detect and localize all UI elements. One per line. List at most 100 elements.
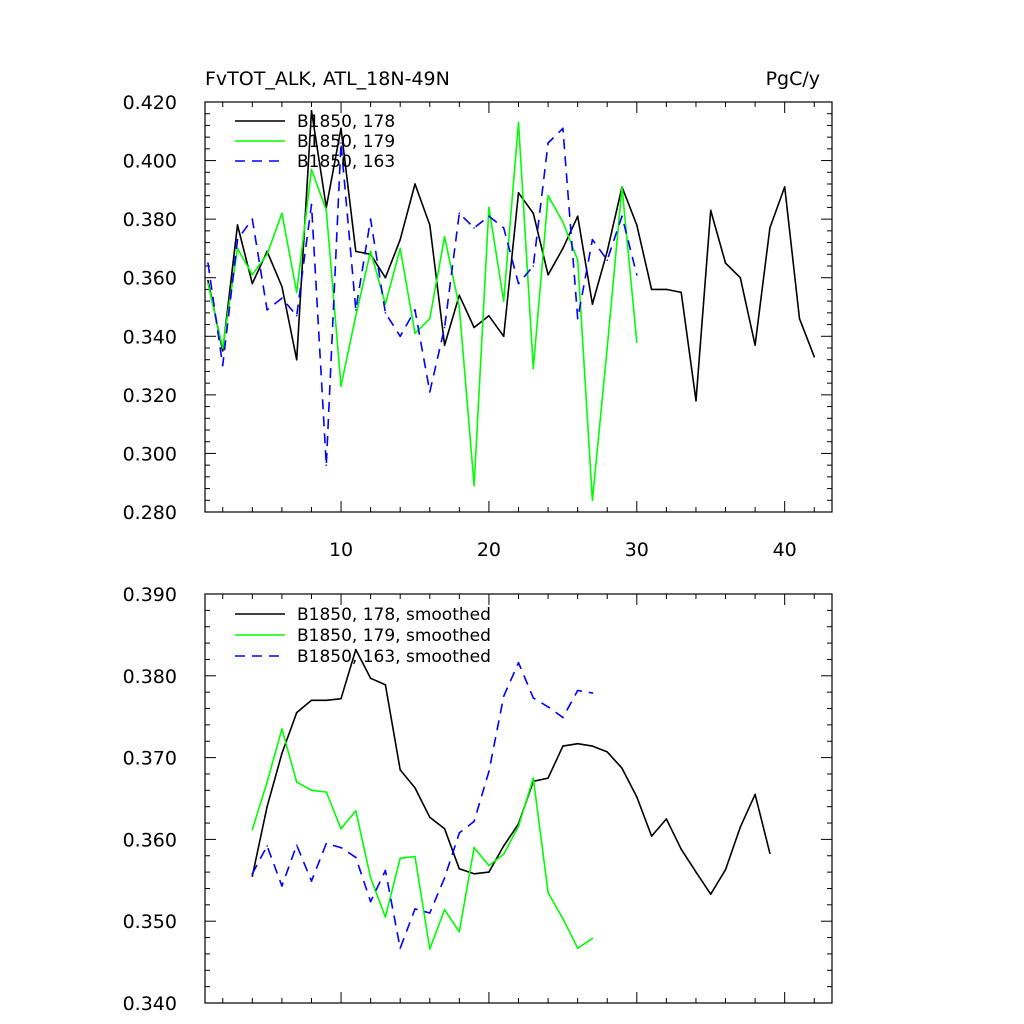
data-point bbox=[665, 288, 668, 291]
y-tick-label: 0.380 bbox=[123, 666, 177, 688]
data-point bbox=[488, 864, 490, 867]
data-point bbox=[576, 689, 579, 692]
data-point bbox=[414, 908, 416, 910]
data-point bbox=[295, 711, 298, 714]
data-point bbox=[251, 872, 254, 875]
data-point bbox=[591, 692, 594, 694]
series-line-1 bbox=[251, 728, 593, 950]
y-tick-label: 0.360 bbox=[123, 268, 177, 290]
data-point bbox=[428, 912, 431, 914]
data-point bbox=[207, 262, 209, 264]
data-point bbox=[340, 697, 342, 700]
top-panel-raw: 10 20 30 40 0.280 0.300 0.320 0.340 0.360 0.380 0.… bbox=[123, 68, 833, 561]
data-point bbox=[458, 294, 461, 297]
y-tick-label: 0.390 bbox=[123, 584, 177, 606]
data-point bbox=[562, 745, 564, 747]
legend-label: B1850, 179 bbox=[297, 132, 395, 152]
data-point bbox=[576, 742, 579, 745]
chart-title: FvTOT_ALK, ATL_18N-49N bbox=[205, 68, 450, 90]
data-point bbox=[266, 253, 268, 256]
data-point bbox=[310, 880, 313, 882]
data-point bbox=[281, 728, 283, 730]
data-point bbox=[488, 871, 490, 873]
data-point bbox=[340, 827, 342, 830]
data-point bbox=[473, 326, 475, 329]
data-point bbox=[221, 350, 224, 352]
y-tick-label: 0.360 bbox=[123, 829, 177, 851]
data-point bbox=[281, 285, 283, 288]
data-point bbox=[636, 341, 638, 343]
data-point bbox=[295, 314, 298, 317]
data-point bbox=[399, 247, 401, 250]
data-point bbox=[650, 835, 653, 837]
data-point bbox=[547, 142, 549, 144]
data-point bbox=[547, 194, 549, 197]
data-point bbox=[562, 221, 564, 223]
data-point bbox=[340, 127, 342, 130]
y-tick-label: 0.340 bbox=[123, 993, 177, 1015]
data-point bbox=[458, 306, 461, 308]
data-point bbox=[502, 227, 505, 229]
data-point bbox=[488, 314, 490, 317]
data-point bbox=[340, 142, 342, 144]
data-point bbox=[384, 312, 387, 314]
data-point bbox=[783, 186, 786, 188]
data-point bbox=[591, 303, 594, 305]
data-point bbox=[576, 259, 579, 261]
series-line-1 bbox=[207, 121, 638, 502]
data-point bbox=[502, 695, 505, 698]
data-point bbox=[591, 937, 594, 940]
data-point bbox=[532, 777, 535, 779]
data-point bbox=[502, 335, 505, 338]
data-point bbox=[414, 309, 416, 311]
data-point bbox=[562, 716, 564, 719]
y-tick-label: 0.370 bbox=[123, 748, 177, 770]
data-point bbox=[606, 259, 609, 261]
data-point bbox=[399, 335, 401, 338]
data-point bbox=[207, 282, 209, 285]
data-point bbox=[384, 869, 387, 872]
data-point bbox=[488, 770, 490, 773]
data-point bbox=[754, 793, 756, 796]
series-line-0 bbox=[207, 110, 816, 402]
data-point bbox=[281, 752, 283, 755]
data-point bbox=[680, 848, 682, 851]
data-point bbox=[473, 484, 475, 487]
data-point bbox=[414, 332, 416, 335]
data-point bbox=[325, 791, 328, 793]
data-point bbox=[251, 875, 254, 878]
data-point bbox=[473, 227, 475, 229]
data-point bbox=[547, 273, 549, 276]
data-point bbox=[399, 238, 401, 241]
data-point bbox=[369, 218, 372, 220]
data-point bbox=[576, 317, 579, 320]
y-tick-label: 0.350 bbox=[123, 911, 177, 933]
data-point bbox=[813, 355, 816, 358]
data-point bbox=[266, 781, 268, 783]
data-point bbox=[665, 818, 668, 820]
data-point bbox=[414, 183, 416, 185]
data-point bbox=[266, 309, 268, 311]
data-point bbox=[650, 288, 653, 291]
data-point bbox=[369, 900, 372, 903]
data-point bbox=[369, 250, 372, 253]
data-point bbox=[517, 282, 520, 285]
data-point bbox=[310, 168, 313, 171]
y-tick-label: 0.420 bbox=[123, 92, 177, 114]
data-point bbox=[754, 344, 756, 346]
units-label: PgC/y bbox=[766, 68, 820, 90]
x-tick-label: 30 bbox=[625, 539, 649, 561]
data-point bbox=[591, 499, 594, 502]
data-point bbox=[502, 853, 505, 855]
data-point bbox=[562, 917, 564, 920]
data-point bbox=[576, 215, 579, 218]
data-point bbox=[769, 227, 771, 229]
data-point bbox=[621, 186, 623, 188]
data-point bbox=[517, 825, 520, 828]
data-point bbox=[310, 109, 313, 112]
data-point bbox=[562, 247, 564, 250]
data-point bbox=[458, 868, 461, 870]
data-point bbox=[680, 291, 682, 294]
data-point bbox=[281, 212, 283, 215]
